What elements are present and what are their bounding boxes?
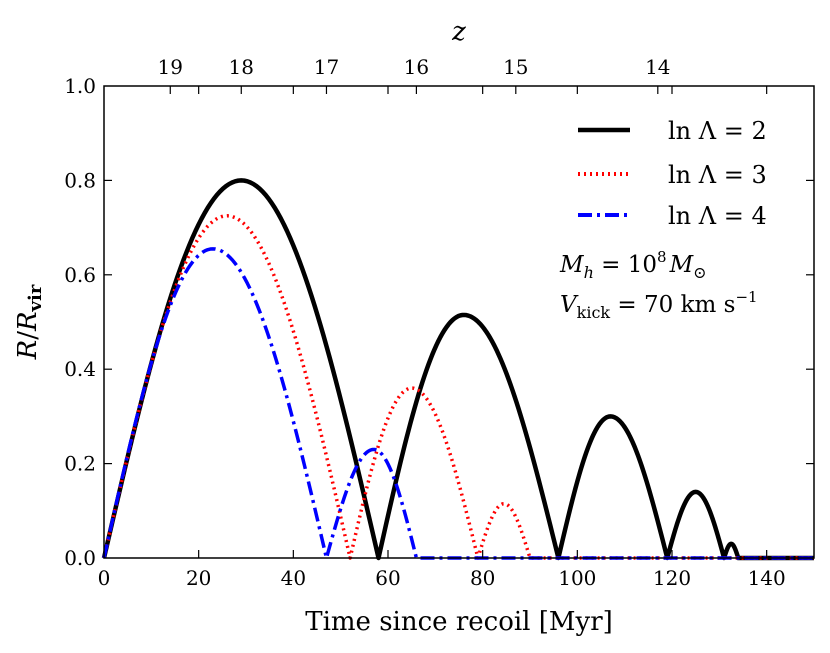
series-line-4	[102, 247, 814, 560]
legend-item-lnlambda-3: ln Λ = 3	[578, 161, 767, 189]
legend-label: ln Λ = 3	[668, 161, 767, 189]
y-tick-label: 0.2	[64, 452, 96, 476]
legend-label: ln Λ = 2	[668, 117, 767, 145]
legend-label: ln Λ = 4	[668, 202, 767, 230]
top-z-tick-label: 17	[314, 55, 339, 79]
x-tick-label: 0	[98, 566, 111, 590]
top-z-tick-label: 14	[645, 55, 670, 79]
x-tick-label: 100	[558, 566, 596, 590]
x-tick-label: 140	[748, 566, 786, 590]
top-z-tick-label: 19	[158, 55, 183, 79]
x-tick-label: 40	[281, 566, 306, 590]
y-tick-label: 0.4	[64, 357, 96, 381]
top-z-tick-label: 15	[503, 55, 528, 79]
x-tick-label: 120	[653, 566, 691, 590]
curve-layer	[101, 178, 814, 561]
y-tick-label: 1.0	[64, 74, 96, 98]
y-tick-label: 0.6	[64, 263, 96, 287]
series-line-3	[102, 214, 814, 560]
series-line-2	[101, 178, 814, 561]
plot-frame	[103, 85, 815, 559]
kick-velocity-annotation: Vkick = 70 km s−1	[560, 288, 758, 322]
halo-mass-annotation: Mh = 108 M⊙	[559, 248, 707, 282]
top-z-tick-label: 18	[229, 55, 254, 79]
x-tick-label: 60	[375, 566, 400, 590]
y-tick-label: 0.8	[64, 168, 96, 192]
y-tick-label: 0.0	[64, 546, 96, 570]
top-axis-label: z	[451, 17, 466, 47]
y-axis-label: R/Rvir	[13, 284, 46, 360]
legend-item-lnlambda-2: ln Λ = 2	[578, 117, 767, 145]
top-z-tick-label: 16	[404, 55, 429, 79]
tick-layer: 0 20 40 60 80 100 120 140 0.0 0.2 0.4 0.6 0.8 1.0 19 18…	[64, 55, 814, 590]
x-axis-label: Time since recoil [Myr]	[305, 607, 613, 637]
x-tick-label: 20	[186, 566, 211, 590]
legend-item-lnlambda-4: ln Λ = 4	[578, 202, 767, 230]
x-tick-label: 80	[470, 566, 495, 590]
legend: ln Λ = 2 ln Λ = 3 ln Λ = 4	[578, 117, 767, 230]
